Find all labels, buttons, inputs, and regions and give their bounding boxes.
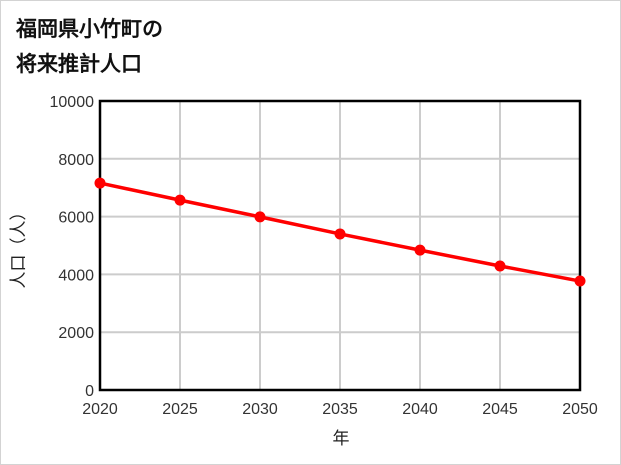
data-point <box>334 228 346 240</box>
y-tick-label: 6000 <box>58 210 94 227</box>
x-tick-label: 2040 <box>402 401 438 418</box>
y-axis-ticks: 0 2000 4000 6000 8000 10000 <box>50 94 95 400</box>
data-point <box>174 194 186 206</box>
gridlines <box>100 101 580 390</box>
x-axis-ticks: 2020 2025 2030 2035 2040 2045 2050 <box>82 401 598 418</box>
chart-title: 福岡県小竹町の 将来推計人口 <box>16 12 163 82</box>
x-tick-label: 2035 <box>322 401 358 418</box>
chart-title-line2: 将来推計人口 <box>16 52 142 76</box>
x-tick-label: 2030 <box>242 401 278 418</box>
data-points <box>94 177 586 287</box>
x-tick-label: 2020 <box>82 401 118 418</box>
x-tick-label: 2045 <box>482 401 518 418</box>
data-point <box>254 211 266 223</box>
y-tick-label: 8000 <box>58 152 94 169</box>
y-tick-label: 10000 <box>50 94 95 111</box>
data-point <box>574 275 586 287</box>
x-axis-label: 年 <box>333 429 350 449</box>
plot-area <box>98 99 582 392</box>
chart-title-line1: 福岡県小竹町の <box>16 17 163 41</box>
data-point <box>94 177 106 189</box>
y-axis-label: 人口（人） <box>9 204 29 289</box>
y-tick-label: 2000 <box>58 325 94 342</box>
x-tick-label: 2025 <box>162 401 198 418</box>
y-tick-label: 4000 <box>58 267 94 284</box>
data-point <box>494 260 506 272</box>
data-point <box>414 244 426 256</box>
y-tick-label: 0 <box>85 383 94 400</box>
x-tick-label: 2050 <box>562 401 598 418</box>
